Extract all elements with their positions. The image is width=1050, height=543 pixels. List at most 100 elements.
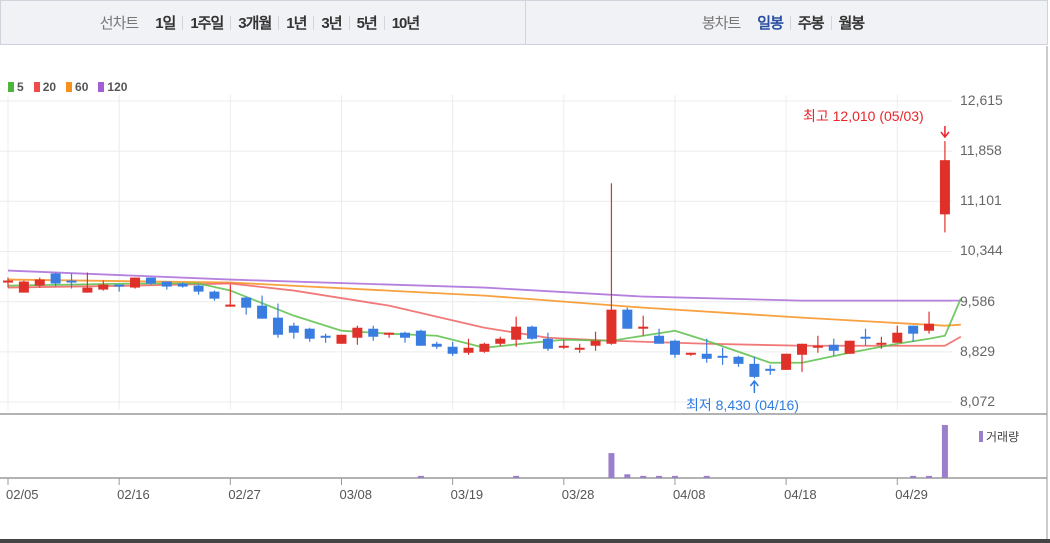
y-tick-label: 9,586 (960, 292, 996, 309)
candle-down (114, 284, 125, 287)
y-tick-label: 8,072 (960, 393, 996, 409)
candle-up (98, 284, 109, 290)
chart-toolbar: 선차트 1일 1주일 3개월 1년 3년 5년 10년 봉차트 일봉 주봉 월봉 (0, 0, 1048, 45)
volume-bar (941, 425, 948, 478)
candle-up (18, 281, 29, 293)
candle-up (876, 342, 887, 345)
arrow-down-icon (940, 126, 950, 139)
candle-up (479, 343, 490, 352)
x-tick-label: 03/28 (561, 487, 595, 502)
candle-up (3, 280, 13, 283)
y-tick-label: 8,829 (960, 342, 996, 359)
line-chart-label: 선차트 (99, 15, 139, 32)
candle-down (908, 325, 919, 334)
candle-chart-label: 봉차트 (701, 15, 741, 32)
divider (383, 15, 385, 30)
candle-up (812, 345, 823, 348)
legend-swatch (8, 82, 14, 92)
period-10y[interactable]: 10년 (391, 15, 420, 32)
volume-bar (671, 475, 678, 478)
candle-down (177, 283, 188, 287)
volume-bar (513, 475, 520, 478)
candle-up (924, 323, 935, 331)
candle-up (463, 347, 474, 353)
candle-down (701, 353, 712, 359)
candle-down (368, 328, 379, 337)
candle-up (336, 334, 347, 344)
candle-down (447, 346, 458, 354)
volume-bar (417, 475, 424, 478)
x-tick-label: 04/29 (895, 487, 928, 502)
candle-down (400, 332, 410, 338)
candle-up (892, 332, 903, 343)
period-monthly[interactable]: 월봉 (838, 15, 866, 32)
x-tick-label: 03/08 (339, 487, 373, 502)
volume-bar (656, 475, 663, 478)
candle-down (161, 281, 172, 287)
candle-down (288, 325, 299, 333)
candle-down (654, 335, 665, 344)
x-tick-label: 04/18 (784, 487, 817, 502)
candle-up (685, 352, 696, 355)
legend-ma20: 20 (33, 80, 56, 94)
candle-down (860, 336, 871, 339)
candle-down (622, 309, 633, 329)
divider (230, 15, 232, 30)
candle-down (209, 291, 220, 299)
candle-up (130, 277, 141, 288)
period-weekly[interactable]: 주봉 (797, 15, 825, 32)
volume-bar (926, 475, 933, 478)
divider (278, 15, 280, 30)
line-chart-periods: 선차트 1일 1주일 3개월 1년 3년 5년 10년 (1, 1, 526, 44)
period-3y[interactable]: 3년 (321, 15, 342, 32)
legend-swatch (98, 82, 105, 92)
candle-down (320, 335, 331, 338)
legend-swatch (979, 431, 983, 442)
y-tick-label: 11,101 (960, 192, 1002, 209)
period-5y[interactable]: 5년 (356, 15, 378, 32)
legend-swatch (33, 82, 40, 92)
ma120-line (7, 269, 961, 302)
divider (182, 15, 184, 30)
arrow-up-icon (749, 379, 759, 393)
candle-down (749, 363, 760, 377)
candle-down (50, 273, 61, 284)
candle-down (145, 277, 156, 284)
candle-down (193, 285, 204, 292)
legend-swatch (66, 82, 73, 92)
period-1w[interactable]: 1주일 (190, 15, 224, 32)
candle-down (304, 328, 315, 339)
y-tick-label: 12,615 (960, 92, 1003, 108)
candle-down (415, 330, 426, 346)
period-3m[interactable]: 3개월 (238, 15, 272, 32)
volume-bar (703, 475, 710, 478)
candle-down (431, 343, 442, 347)
x-tick-label: 03/19 (450, 487, 484, 502)
volume-bar (608, 453, 615, 478)
ma60-line (7, 278, 961, 327)
candle-up (606, 309, 617, 344)
period-1d[interactable]: 1일 (155, 15, 176, 32)
legend-ma120: 120 (98, 80, 127, 94)
candle-down (66, 280, 77, 283)
volume-bar (640, 475, 647, 478)
x-tick-label: 02/05 (6, 487, 39, 502)
candle-down (669, 340, 680, 355)
candle-up (558, 345, 569, 348)
candle-down (257, 305, 268, 319)
candle-down (765, 368, 776, 371)
y-tick-label: 11,858 (960, 142, 1002, 159)
candle-up (844, 340, 855, 354)
candle-down (272, 317, 283, 335)
period-1y[interactable]: 1년 (286, 15, 307, 32)
legend-ma60: 60 (66, 80, 88, 94)
high-price-annotation: 최고 12,010 (05/03) (803, 108, 924, 124)
divider (313, 15, 315, 30)
candle-up (82, 287, 93, 293)
volume-legend: 거래량 (979, 428, 1019, 445)
period-daily[interactable]: 일봉 (757, 15, 784, 32)
legend-ma5: 5 (8, 80, 24, 94)
candle-down (542, 338, 553, 349)
candle-up (511, 326, 522, 340)
